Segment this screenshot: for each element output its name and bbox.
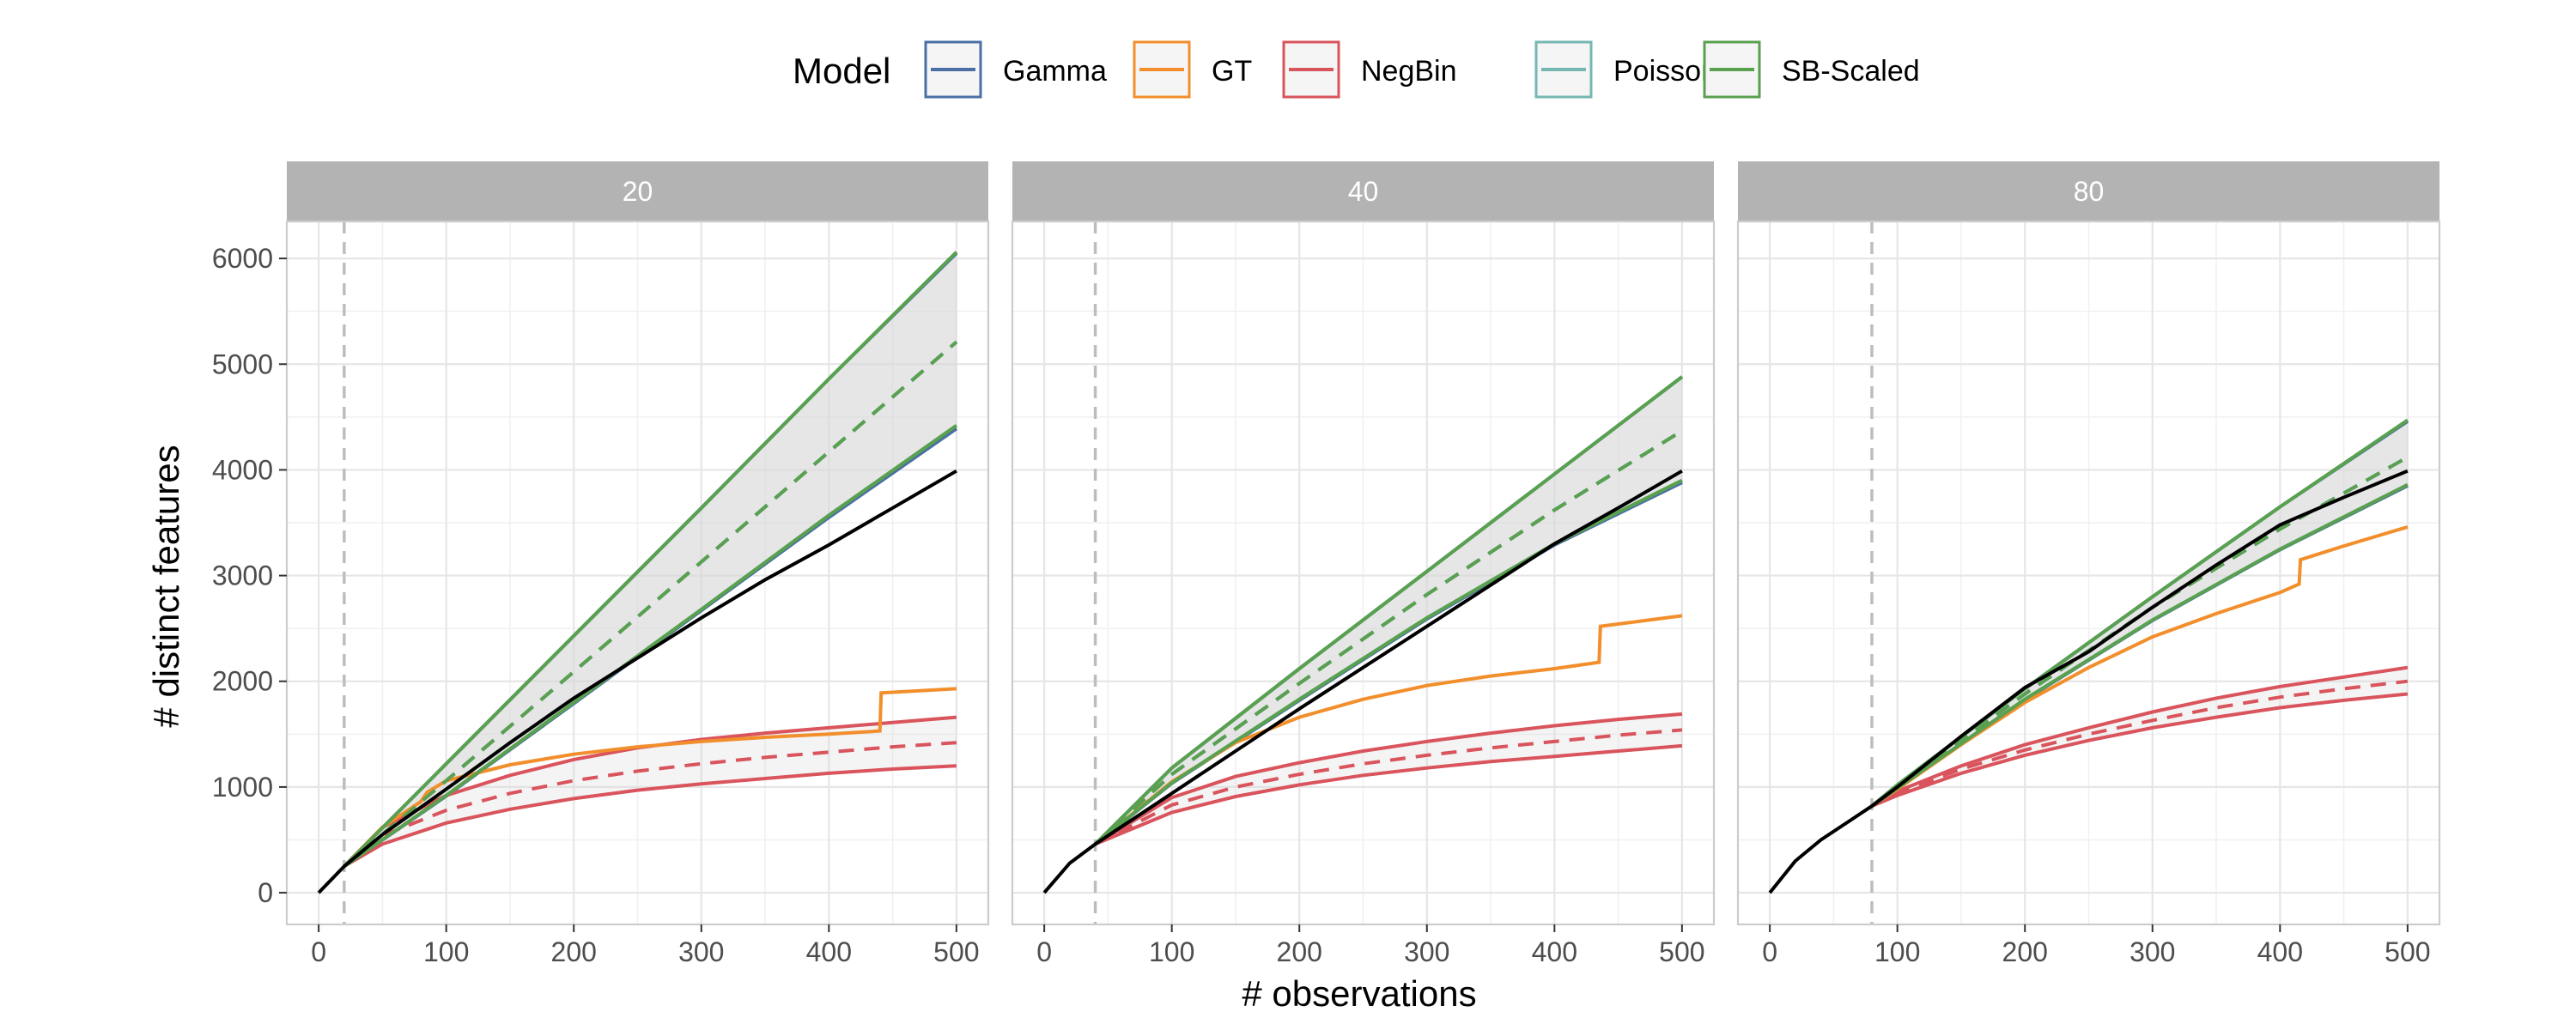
line-negbin-lower	[1094, 743, 1683, 846]
x-tick-label: 300	[2129, 936, 2175, 967]
legend-title: Model	[793, 51, 890, 91]
y-tick-label: 2000	[212, 666, 273, 697]
legend-label: GT	[1212, 55, 1252, 88]
strip-label: 20	[623, 176, 653, 207]
panel-border	[1011, 220, 1716, 926]
x-tick-label: 100	[1149, 936, 1194, 967]
line-sb-scaled-upper	[1094, 375, 1684, 845]
ribbon-sb-scaled	[1095, 377, 1682, 845]
legend-label: SB-Scaled	[1782, 55, 1920, 88]
ribbon-gamma	[1095, 377, 1682, 845]
x-tick-label: 0	[1762, 936, 1777, 967]
panel-20: 200 100 200 300 400 5000100020003000400050006…	[212, 161, 990, 967]
panels: 200 100 200 300 400 5000100020003000400050006…	[212, 161, 2441, 967]
y-tick-label: 5000	[212, 348, 273, 379]
ribbon-negbin	[1872, 667, 2408, 807]
legend-entry-gamma: Gamma	[924, 40, 1107, 99]
grid	[287, 221, 988, 924]
line-sb-scaled-lower	[343, 424, 958, 868]
strip-background	[287, 161, 988, 221]
line-negbin-mean	[1871, 679, 2409, 808]
legend-label: NegBin	[1361, 55, 1457, 88]
strip-background	[1738, 161, 2439, 221]
x-tick-label: 400	[806, 936, 852, 967]
x-tick-label: 200	[1277, 936, 1322, 967]
x-axis-title: # observations	[1242, 973, 1476, 1014]
legend-label: Poisson	[1613, 55, 1717, 88]
line-observed	[317, 469, 957, 894]
strip-background	[1012, 161, 1714, 221]
line-observed	[1042, 469, 1683, 894]
strip-label: 40	[1348, 176, 1379, 207]
panel-border	[1736, 220, 2441, 926]
y-axis-title: # distinct features	[146, 445, 186, 727]
legend: Model Gamma GT NegBin Poisson SB-Scaled	[793, 40, 1920, 99]
x-tick-label: 300	[1404, 936, 1449, 967]
ribbon-negbin	[1095, 713, 1682, 845]
x-tick-label: 500	[933, 936, 979, 967]
x-tick-label: 200	[2002, 936, 2048, 967]
line-gt	[343, 687, 957, 868]
y-tick-label: 1000	[212, 772, 273, 803]
x-tick-label: 500	[1659, 936, 1704, 967]
line-negbin-upper	[1094, 712, 1683, 846]
panel-40: 400 100 200 300 400 500	[1011, 161, 1716, 967]
panel-80: 80 0 100 200 300 400 500	[1736, 161, 2441, 967]
y-tick-label: 6000	[212, 243, 273, 274]
line-negbin-mean	[343, 741, 957, 868]
y-tick-label: 3000	[212, 560, 273, 591]
grid	[1012, 221, 1714, 924]
x-tick-label: 0	[1036, 936, 1052, 967]
line-sb-scaled-upper	[343, 251, 958, 868]
line-sb-scaled-mean	[1094, 429, 1683, 845]
ribbon-negbin	[343, 717, 957, 867]
x-tick-label: 100	[423, 936, 469, 967]
x-tick-label: 400	[1532, 936, 1577, 967]
x-tick-label: 400	[2257, 936, 2303, 967]
panel-border	[285, 220, 990, 926]
legend-entry-poisson: Poisson	[1534, 40, 1717, 99]
x-tick-label: 200	[551, 936, 597, 967]
ribbon-poisson	[1095, 377, 1682, 845]
line-negbin-mean	[1094, 728, 1683, 846]
legend-entry-gt: GT	[1133, 40, 1252, 99]
y-tick-label: 4000	[212, 454, 273, 485]
x-tick-label: 0	[311, 936, 326, 967]
line-negbin-lower	[343, 764, 957, 869]
x-tick-label: 100	[1874, 936, 1920, 967]
line-sb-scaled-mean	[343, 340, 958, 868]
x-tick-label: 300	[678, 936, 724, 967]
y-tick-label: 0	[258, 877, 273, 908]
legend-entry-sb-scaled: SB-Scaled	[1703, 40, 1920, 99]
legend-entry-negbin: NegBin	[1282, 40, 1457, 99]
line-observed	[1768, 469, 2409, 894]
grid	[1738, 221, 2439, 924]
line-negbin-upper	[1870, 665, 2409, 808]
x-tick-label: 500	[2385, 936, 2430, 967]
strip-label: 80	[2074, 176, 2105, 207]
line-negbin-lower	[1871, 692, 2409, 808]
legend-label: Gamma	[1003, 55, 1107, 88]
